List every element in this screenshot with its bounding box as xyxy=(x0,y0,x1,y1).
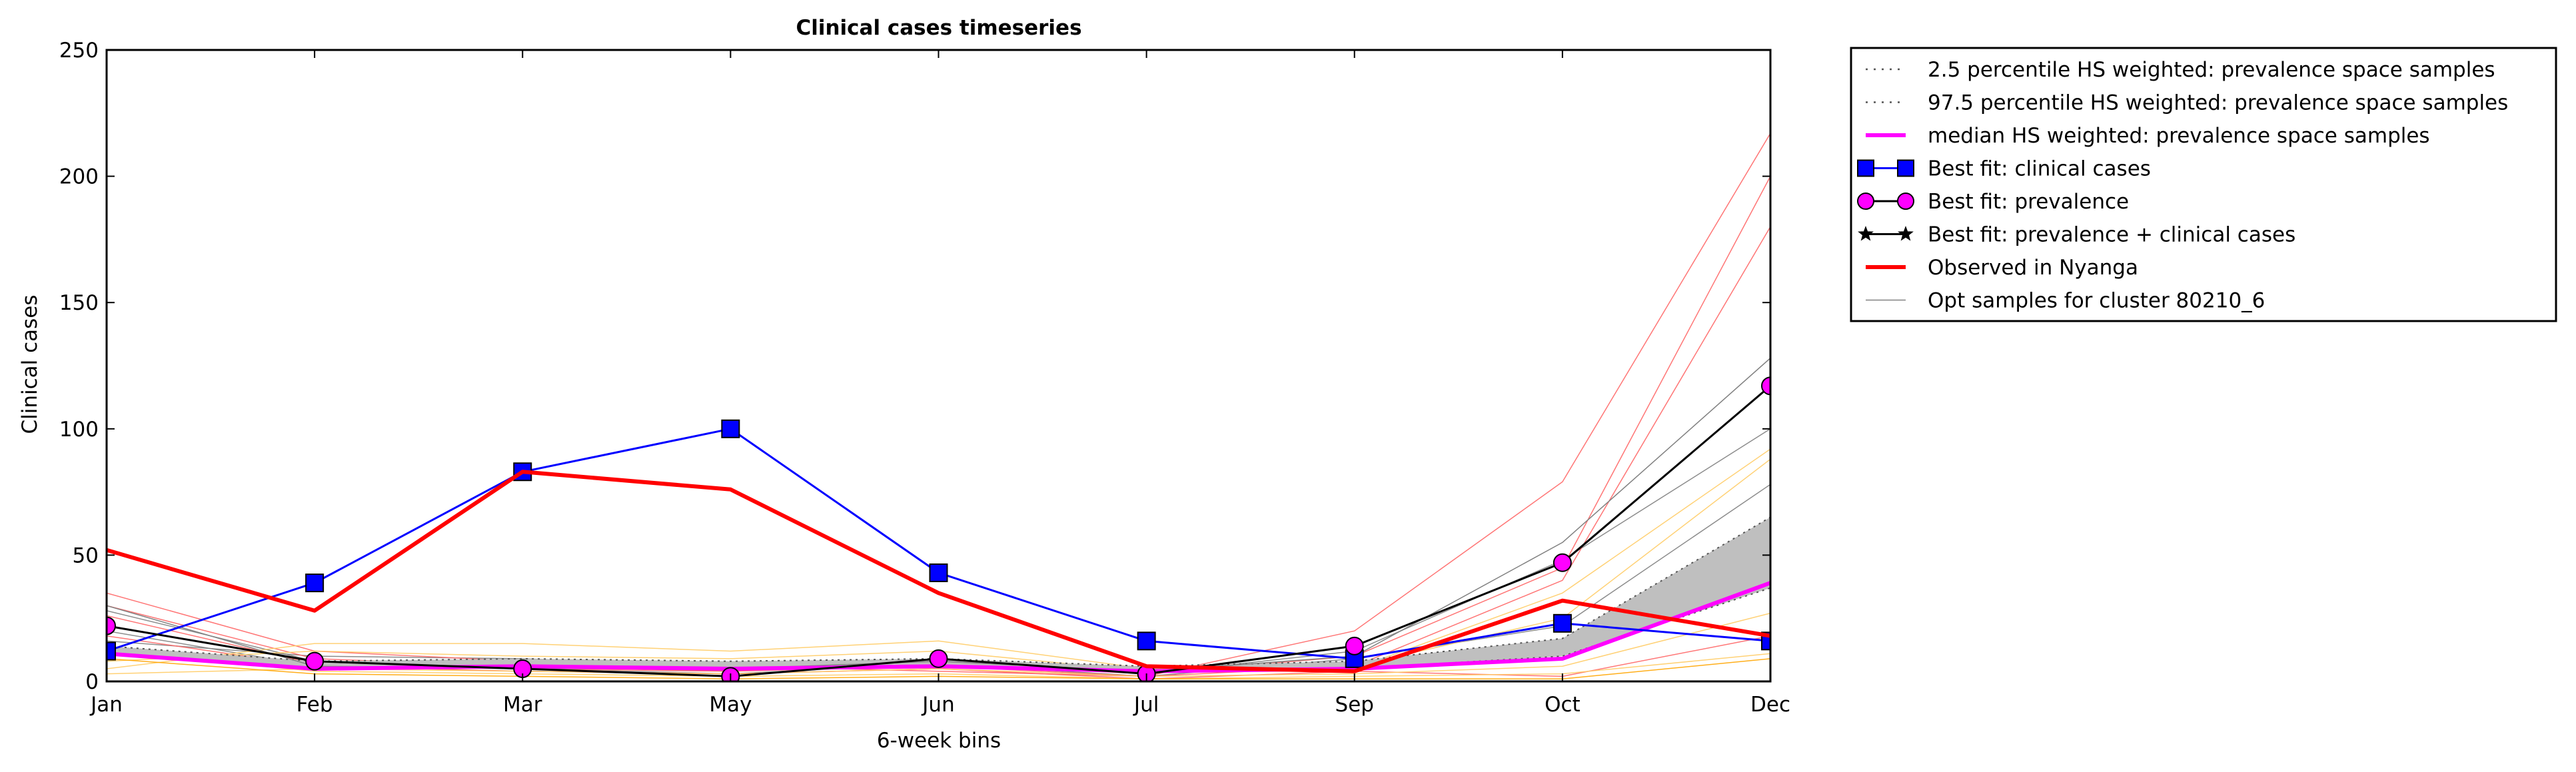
legend-label-1: 97.5 percentile HS weighted: prevalence … xyxy=(1928,91,2508,115)
y-axis-label: Clinical cases xyxy=(18,294,42,434)
plot-area: Jan Feb Mar May Jun Jul Sep Oct Dec 0 50 100 150 200 2… xyxy=(59,39,1790,717)
legend-label-7: Opt samples for cluster 80210_6 xyxy=(1928,289,2265,313)
legend-item-1: 97.5 percentile HS weighted: prevalence … xyxy=(1866,91,2508,115)
series-1-point-5 xyxy=(1137,631,1156,651)
series-1-point-4 xyxy=(929,563,948,582)
sample-line-4 xyxy=(107,176,1770,675)
legend-item-3: Best fit: clinical cases xyxy=(1857,157,2151,181)
legend-label-3: Best fit: clinical cases xyxy=(1928,157,2151,181)
legend-marker-4-a xyxy=(1857,193,1874,210)
x-tick-label-8: Dec xyxy=(1750,693,1790,717)
legend-marker-3-a xyxy=(1857,159,1874,177)
legend-label-5: Best fit: prevalence + clinical cases xyxy=(1928,223,2295,247)
x-tick-label-3: May xyxy=(709,693,752,717)
x-tick-label-0: Jan xyxy=(89,693,123,717)
y-tick-label-2: 100 xyxy=(59,418,99,442)
legend-label-0: 2.5 percentile HS weighted: prevalence s… xyxy=(1928,58,2495,82)
series-1-point-1 xyxy=(305,574,324,593)
series-1-line xyxy=(107,428,1770,660)
x-tick-label-5: Jul xyxy=(1133,693,1159,717)
sample-line-7 xyxy=(107,448,1770,669)
series-1-point-0 xyxy=(107,641,116,661)
y-tick-label-0: 0 xyxy=(85,670,99,694)
legend-marker-5-b xyxy=(1898,226,1914,241)
plot-series-group xyxy=(107,133,1770,681)
legend-label-4: Best fit: prevalence xyxy=(1928,190,2129,214)
legend: 2.5 percentile HS weighted: prevalence s… xyxy=(1850,47,2557,322)
legend-box xyxy=(1850,47,2557,322)
plot-frame xyxy=(105,49,1772,683)
legend-item-4: Best fit: prevalence xyxy=(1857,190,2129,214)
x-tick-label-6: Sep xyxy=(1335,693,1374,717)
legend-marker-5-a xyxy=(1858,226,1874,241)
sample-line-0 xyxy=(107,428,1770,675)
legend-item-7: Opt samples for cluster 80210_6 xyxy=(1866,289,2265,313)
legend-marker-4-b xyxy=(1897,193,1914,210)
series-1-point-3 xyxy=(721,419,740,438)
series-2-point-4 xyxy=(929,649,948,668)
series-2-point-7 xyxy=(1553,553,1572,572)
legend-label-6: Observed in Nyanga xyxy=(1928,256,2138,280)
series-2-point-8 xyxy=(1761,376,1770,396)
legend-marker-3-b xyxy=(1897,159,1914,177)
y-tick-label-4: 200 xyxy=(59,165,99,189)
series-2-point-1 xyxy=(305,651,324,671)
legend-item-6: Observed in Nyanga xyxy=(1866,256,2138,280)
legend-item-2: median HS weighted: prevalence space sam… xyxy=(1866,124,2430,148)
y-tick-label-1: 50 xyxy=(73,544,99,568)
series-2-point-6 xyxy=(1345,636,1364,655)
y-tick-label-3: 150 xyxy=(59,291,99,315)
legend-item-0: 2.5 percentile HS weighted: prevalence s… xyxy=(1866,58,2495,82)
legend-item-5: Best fit: prevalence + clinical cases xyxy=(1858,223,2295,247)
x-tick-label-2: Mar xyxy=(503,693,542,717)
x-tick-label-4: Jun xyxy=(921,693,954,717)
sample-line-3 xyxy=(107,133,1770,677)
series-1-point-7 xyxy=(1553,613,1572,633)
x-tick-label-1: Feb xyxy=(297,693,333,717)
series-4-line xyxy=(107,470,1770,673)
x-tick-label-7: Oct xyxy=(1545,693,1581,717)
chart-title: Clinical cases timeseries xyxy=(796,16,1081,40)
series-2-point-0 xyxy=(107,616,116,635)
series-5-line xyxy=(107,358,1770,672)
y-tick-label-5: 250 xyxy=(59,39,99,63)
sample-line-5 xyxy=(107,226,1770,677)
x-axis-label: 6-week bins xyxy=(877,729,1001,753)
legend-label-2: median HS weighted: prevalence space sam… xyxy=(1928,124,2430,148)
